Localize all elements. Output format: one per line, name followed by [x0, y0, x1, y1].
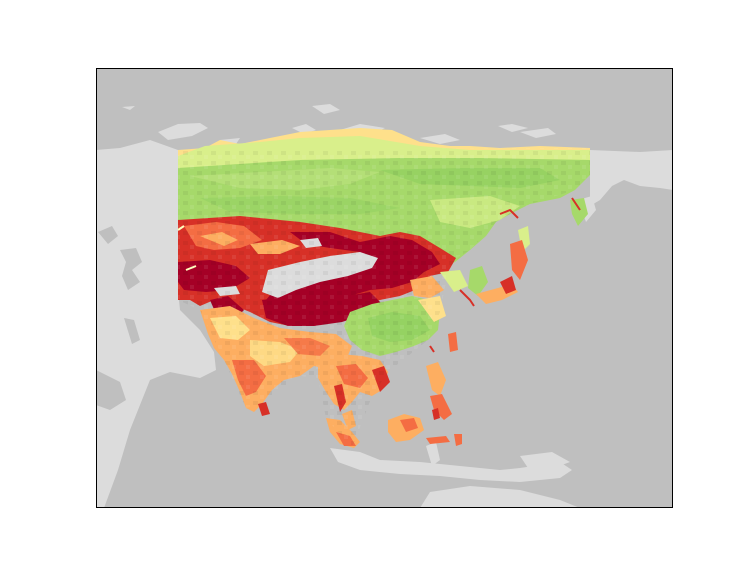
inland-seas [96, 226, 142, 410]
sulawesi [426, 442, 440, 466]
papua [520, 452, 570, 470]
western-landmass [96, 140, 216, 508]
data-raster [178, 128, 590, 448]
indonesia-grey [330, 448, 572, 482]
alaska [590, 150, 673, 206]
australia-top [420, 486, 580, 508]
map-frame [96, 68, 673, 508]
coastal-fringe [177, 197, 581, 353]
arctic-islands [122, 104, 556, 150]
